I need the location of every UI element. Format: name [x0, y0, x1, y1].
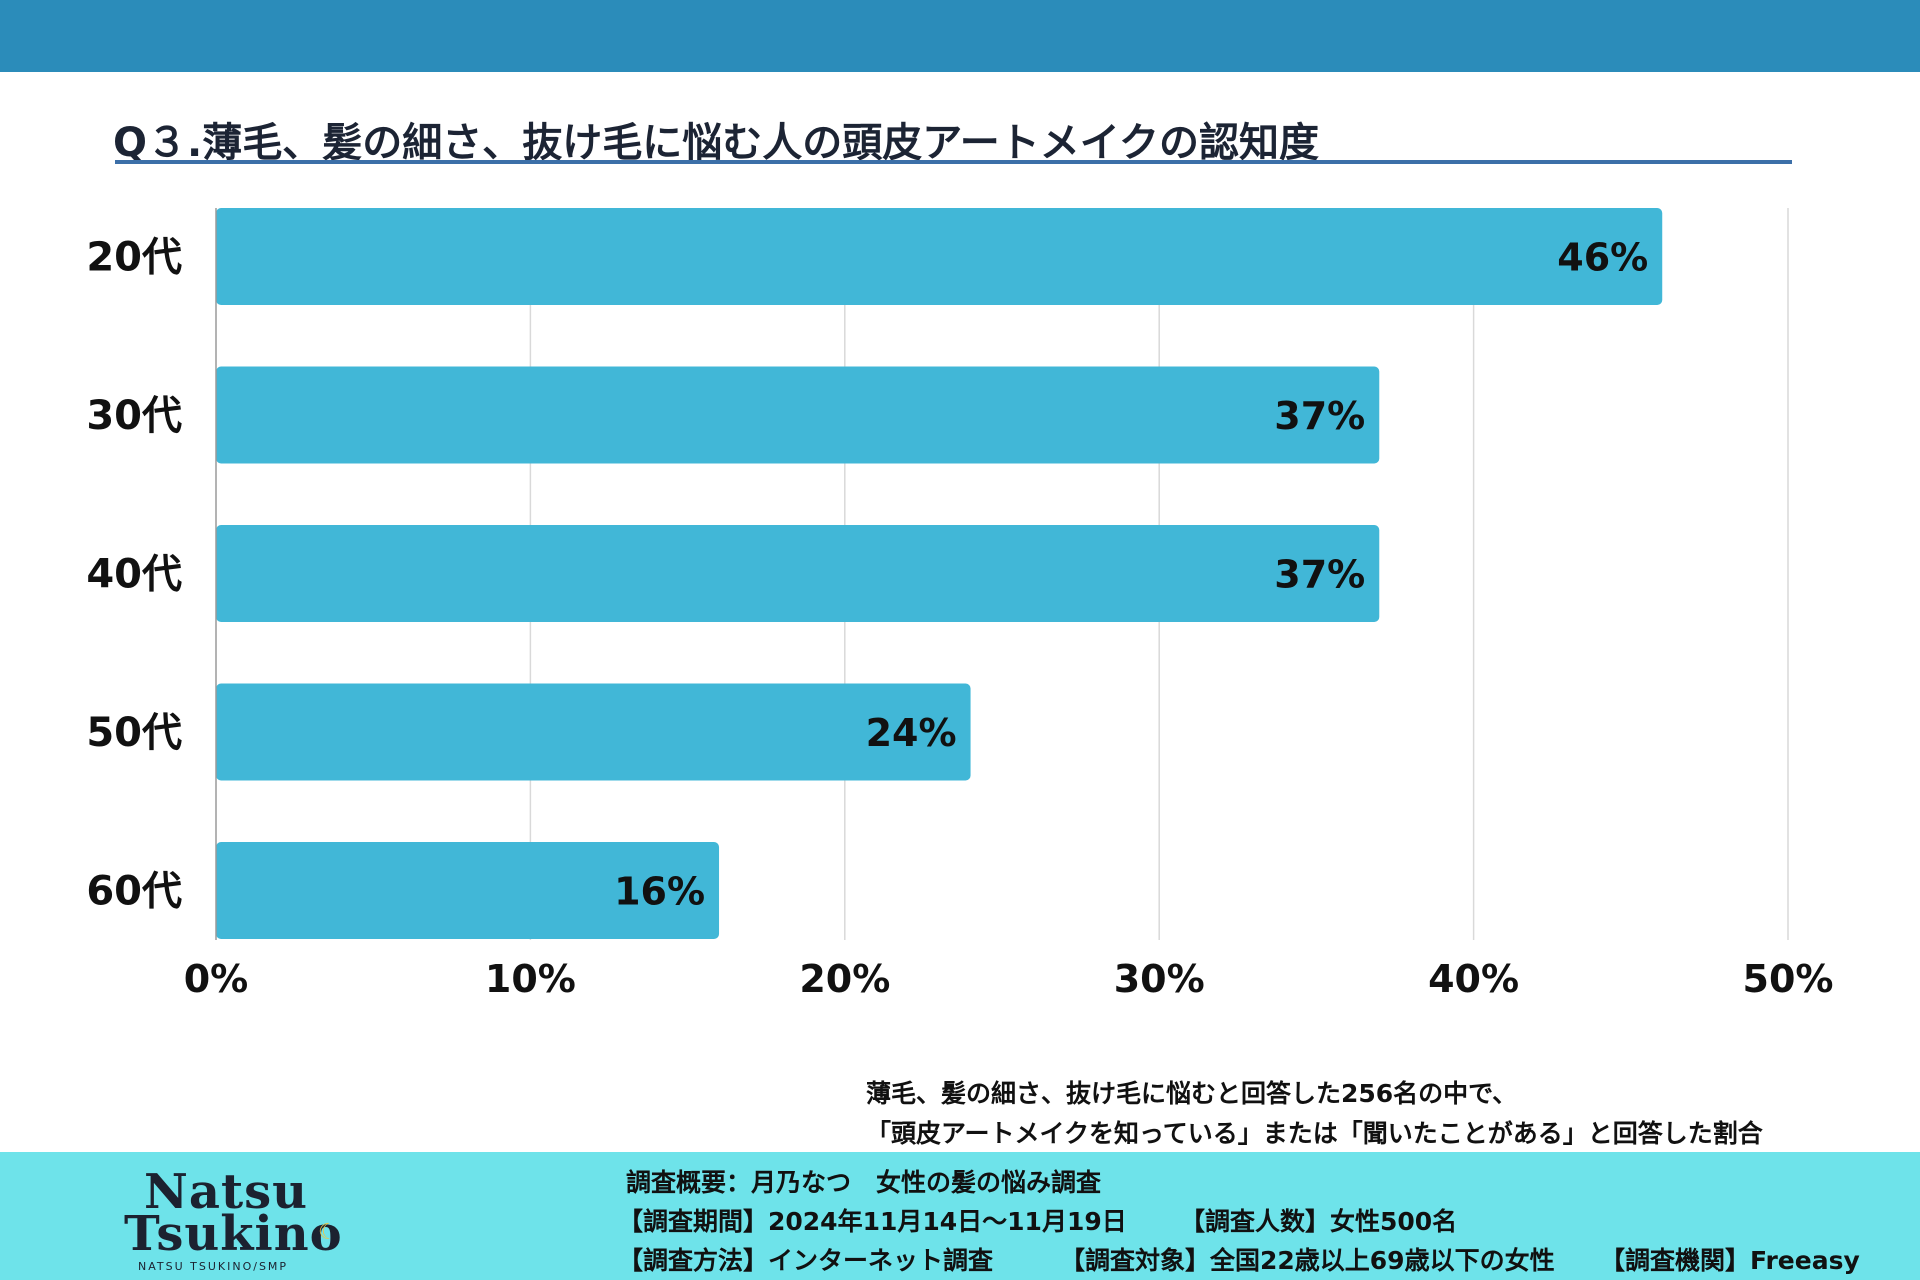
data-label: 16% — [614, 870, 705, 914]
data-label: 37% — [1274, 394, 1365, 438]
crescent-moon-icon: ☾ — [318, 1220, 338, 1245]
logo-subtext: NATSU TSUKINO/SMP — [138, 1260, 289, 1273]
category-label: 50代 — [86, 710, 182, 756]
bar-50代 — [216, 683, 971, 781]
top-band — [0, 0, 1920, 72]
survey-title: 調査概要：月乃なつ 女性の髪の悩み調査 — [626, 1168, 1102, 1197]
x-tick-label: 30% — [1114, 957, 1205, 1001]
data-label: 37% — [1274, 553, 1365, 597]
category-label: 60代 — [86, 869, 182, 915]
logo-text-line-2: Tsukino — [124, 1206, 343, 1262]
brand-logo: Natsu Tsukino ☾ NATSU TSUKINO/SMP — [122, 1164, 342, 1274]
survey-period: 【調査期間】2024年11月14日〜11月19日 — [618, 1207, 1127, 1236]
footer-band — [0, 1152, 1920, 1280]
x-tick-label: 0% — [184, 957, 249, 1001]
bar-chart: 20代 46% 30代 37% 40代 37% 50代 24% 60代 16% 0% 10% 20% 30… — [86, 208, 1834, 1001]
category-label: 40代 — [86, 552, 182, 598]
x-tick-label: 20% — [799, 957, 890, 1001]
note-line-1: 薄毛、髪の細さ、抜け毛に悩むと回答した256名の中で、 — [866, 1079, 1518, 1108]
note-line-2: 「頭皮アートメイクを知っている」または「聞いたことがある」と回答した割合 — [866, 1119, 1763, 1148]
bar-40代 — [216, 525, 1380, 622]
survey-count: 【調査人数】女性500名 — [1180, 1207, 1458, 1236]
title-underline — [115, 160, 1792, 164]
x-tick-label: 40% — [1428, 957, 1519, 1001]
data-label: 24% — [866, 711, 957, 755]
bar-20代 — [216, 208, 1663, 305]
chart-note: 薄毛、髪の細さ、抜け毛に悩むと回答した256名の中で、 「頭皮アートメイクを知っ… — [866, 1074, 1763, 1154]
survey-org: 【調査機関】Freeasy — [1600, 1246, 1860, 1275]
survey-method: 【調査方法】インターネット調査 — [618, 1246, 994, 1275]
chart-title: Q３.薄毛、髪の細さ、抜け毛に悩む人の頭皮アートメイクの認知度 — [113, 120, 1319, 166]
category-label: 20代 — [86, 235, 182, 281]
bar-30代 — [216, 366, 1380, 464]
data-label: 46% — [1557, 236, 1648, 280]
bar-60代 — [216, 842, 720, 939]
category-label: 30代 — [86, 393, 182, 439]
survey-target: 【調査対象】全国22歳以上69歳以下の女性 — [1060, 1246, 1555, 1275]
x-tick-label: 10% — [485, 957, 576, 1001]
logo-text-line-1: Natsu — [144, 1164, 309, 1220]
x-tick-label: 50% — [1743, 957, 1834, 1001]
